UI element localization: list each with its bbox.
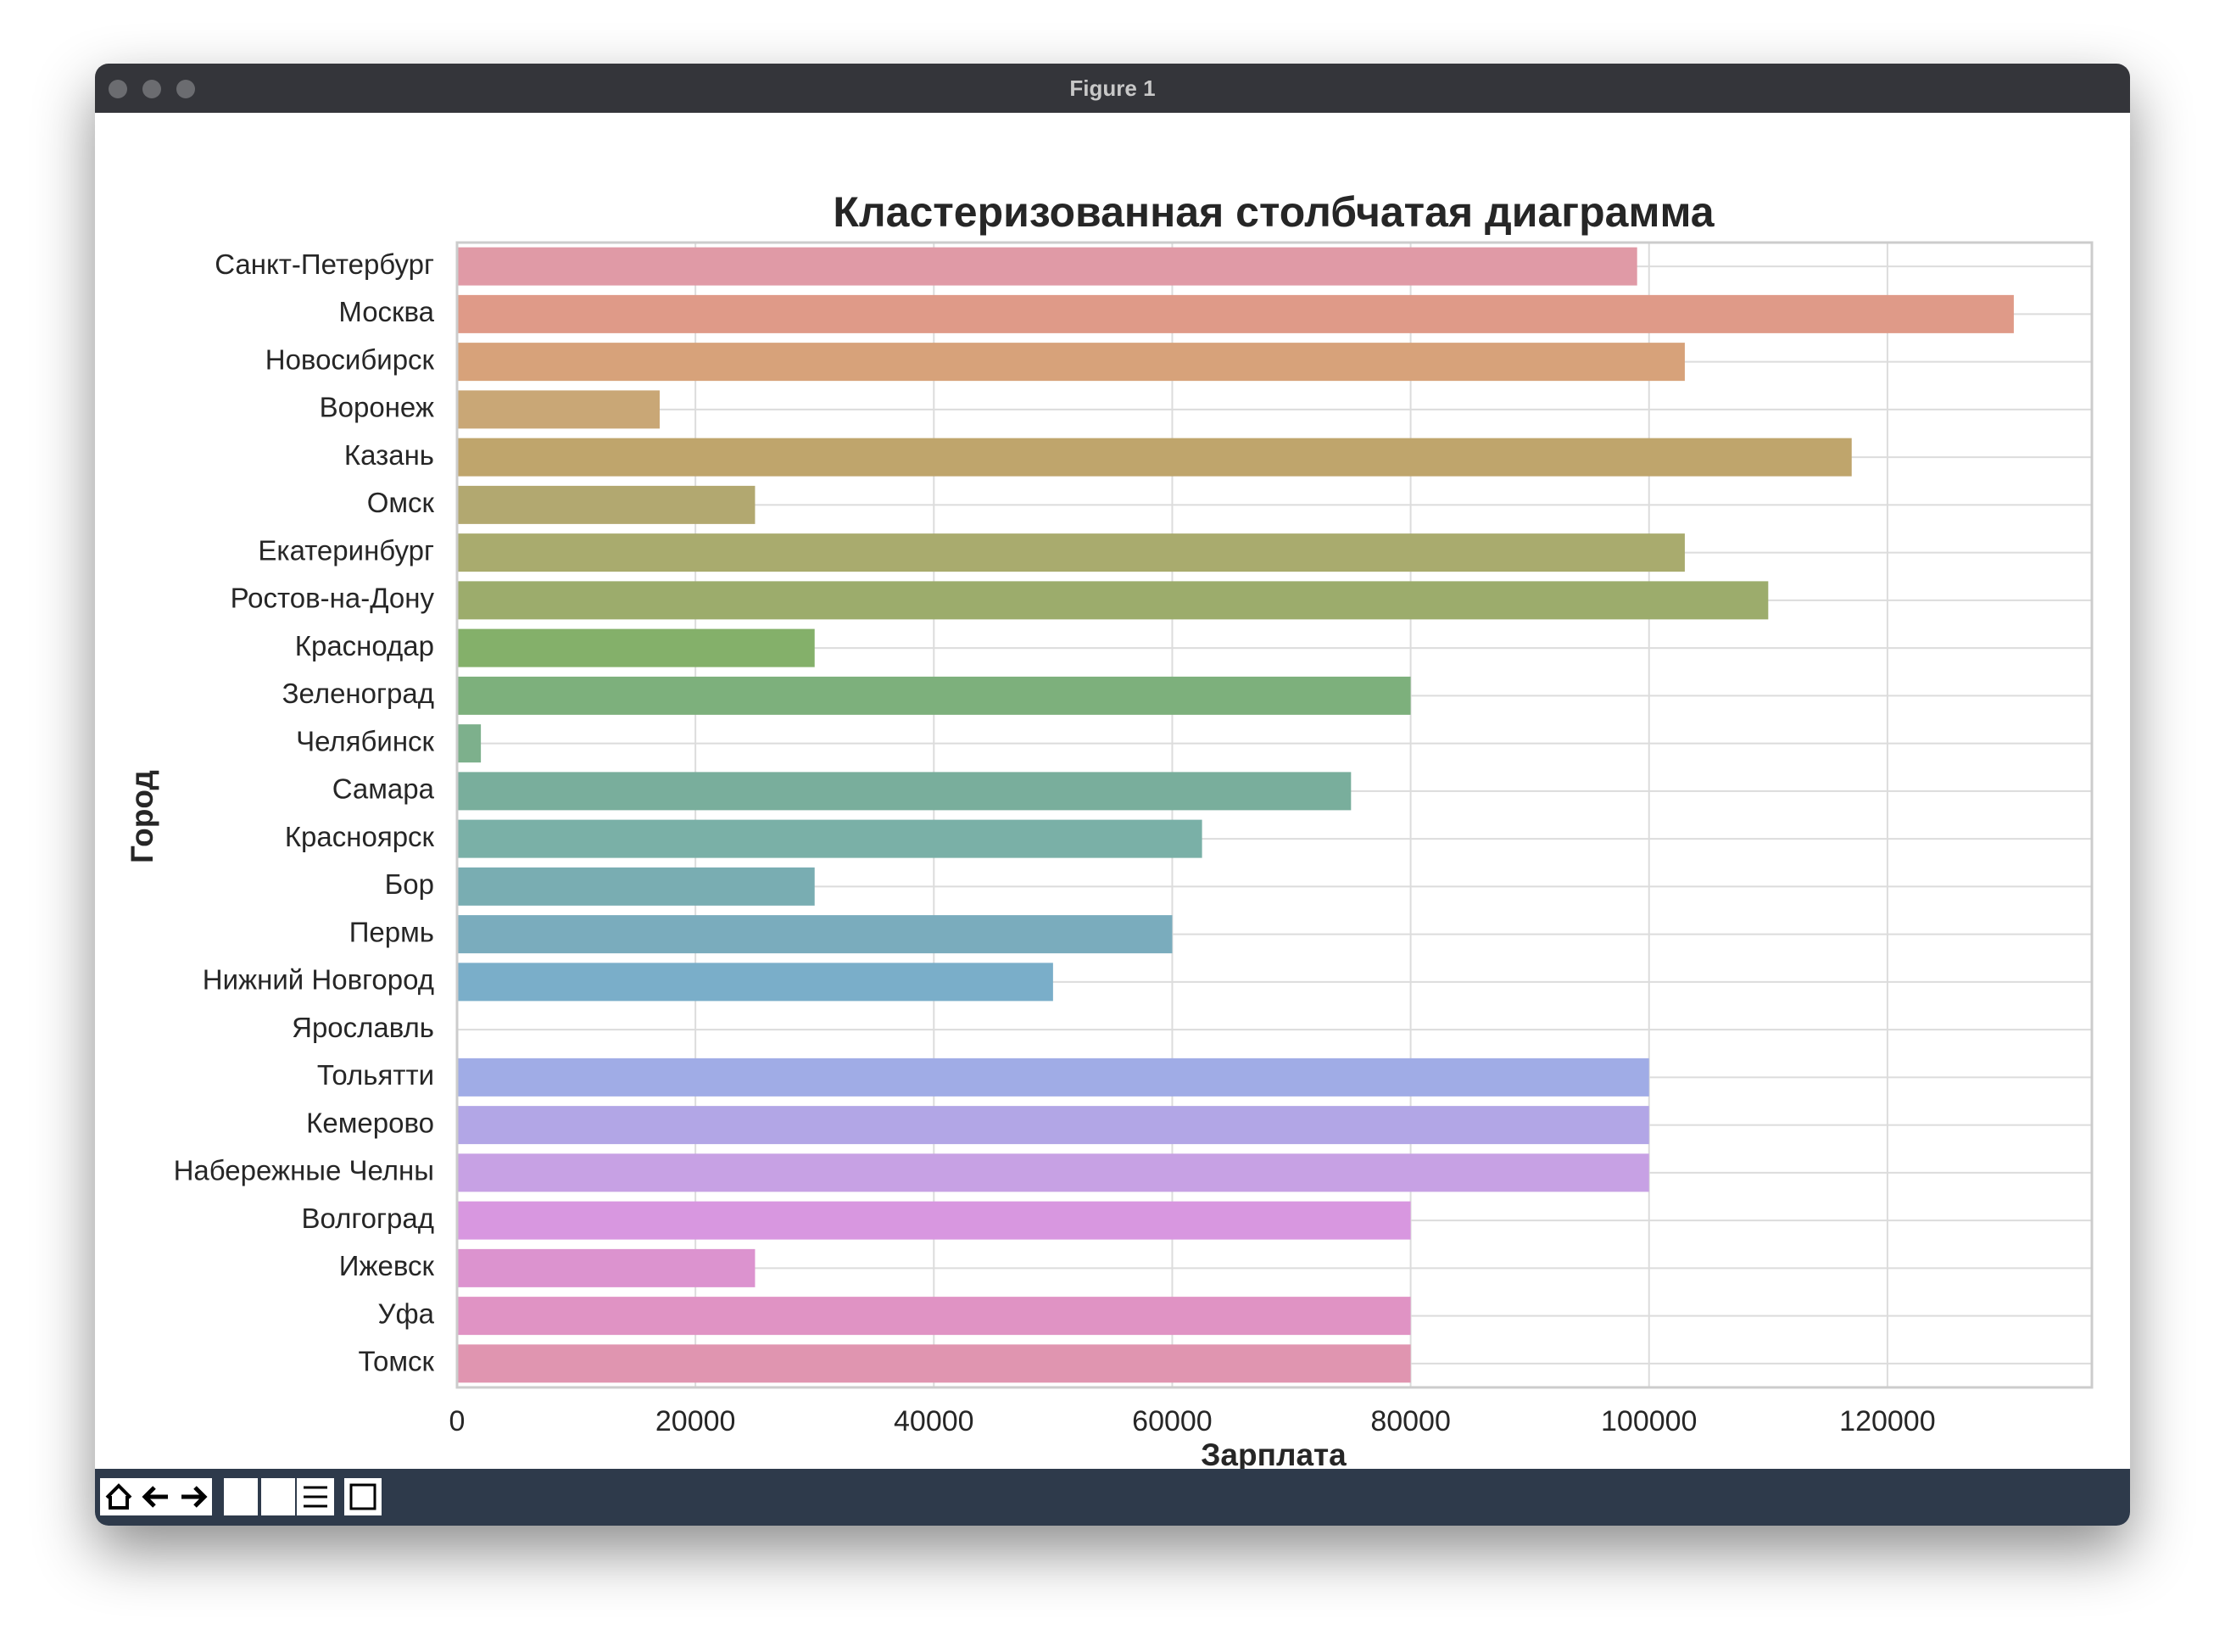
y-tick-label: Челябинск: [296, 725, 434, 756]
y-tick-label: Зеленоград: [282, 678, 434, 709]
bar: [457, 1058, 1649, 1097]
bar: [457, 1248, 756, 1287]
zoom-rect-button[interactable]: [261, 1478, 295, 1515]
bar: [457, 247, 1637, 286]
x-axis-label: Зарплата: [1201, 1437, 1347, 1469]
y-tick-label: Москва: [338, 296, 434, 327]
y-tick-label: Санкт-Петербург: [215, 248, 434, 280]
y-tick-label: Уфа: [378, 1298, 435, 1329]
chart-title: Кластеризованная столбчатая диаграмма: [833, 188, 1715, 236]
y-tick-label: Томск: [358, 1346, 434, 1377]
x-tick-label: 120000: [1839, 1405, 1935, 1437]
y-tick-label: Ярославль: [292, 1012, 434, 1043]
y-tick-label: Красноярск: [285, 821, 435, 852]
bar: [457, 485, 756, 524]
bar: [457, 1106, 1649, 1145]
bar: [457, 343, 1685, 382]
bar: [457, 724, 482, 763]
y-tick-label: Ижевск: [339, 1250, 435, 1281]
y-tick-label: Пермь: [349, 916, 434, 947]
y-tick-label: Новосибирск: [265, 343, 435, 375]
window-title: Figure 1: [1069, 75, 1156, 101]
toolbar-icons: [100, 1478, 382, 1515]
toolbar: [95, 1469, 2130, 1526]
bar: [457, 1153, 1649, 1192]
y-axis-label: Город: [125, 770, 159, 863]
bar: [457, 772, 1352, 811]
y-tick-label: Самара: [332, 773, 435, 805]
title-bar: Figure 1: [95, 64, 2130, 113]
y-tick-label: Нижний Новгород: [203, 964, 434, 996]
y-tick-label: Бор: [385, 868, 434, 900]
y-tick-label: Краснодар: [295, 630, 434, 661]
bar: [457, 963, 1053, 1002]
bar: [457, 915, 1173, 954]
bar: [457, 438, 1852, 477]
bar: [457, 1201, 1411, 1240]
y-tick-label: Воронеж: [320, 392, 434, 423]
x-tick-label: 40000: [894, 1405, 974, 1437]
x-tick-label: 80000: [1370, 1405, 1451, 1437]
minimize-button[interactable]: [142, 80, 161, 98]
y-tick-label: Ростов-на-Дону: [231, 583, 435, 614]
bar: [457, 676, 1411, 715]
y-tick-label: Казань: [344, 439, 434, 471]
y-tick-label: Екатеринбург: [258, 534, 434, 566]
y-tick-label: Омск: [367, 487, 435, 518]
plot-area: [457, 243, 2092, 1387]
x-tick-label: 0: [449, 1405, 466, 1437]
y-tick-label: Тольятти: [317, 1059, 434, 1091]
y-tick-label: Кемерово: [306, 1107, 434, 1138]
bar: [457, 819, 1202, 858]
x-tick-label: 100000: [1601, 1405, 1697, 1437]
x-tick-label: 60000: [1132, 1405, 1213, 1437]
close-button[interactable]: [109, 80, 127, 98]
bar: [457, 581, 1769, 620]
y-tick-label: Волгоград: [301, 1203, 434, 1234]
bar: [457, 867, 815, 906]
bar: [457, 1344, 1411, 1383]
zoom-button[interactable]: [176, 80, 195, 98]
bar: [457, 390, 660, 429]
plot-frame: [455, 241, 2094, 1389]
y-tick-label: Набережные Челны: [174, 1155, 434, 1186]
bar: [457, 294, 2014, 333]
pan-button[interactable]: [224, 1478, 258, 1515]
window: Figure 1 Кластеризованная столбчатая диа…: [95, 64, 2130, 1526]
chart: Кластеризованная столбчатая диаграмма За…: [125, 188, 2094, 1469]
x-tick-label: 20000: [655, 1405, 736, 1437]
bar: [457, 628, 815, 667]
bar: [457, 1297, 1411, 1336]
bar: [457, 533, 1685, 572]
